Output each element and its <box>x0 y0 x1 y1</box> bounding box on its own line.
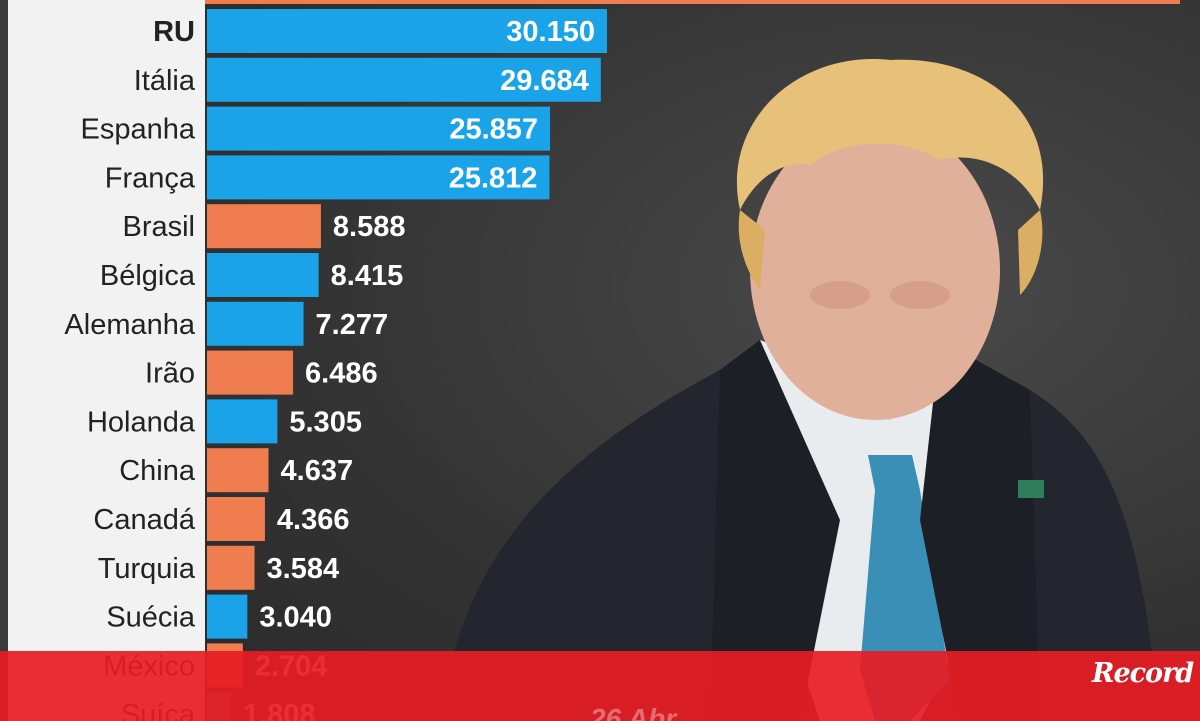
value-label: 30.150 <box>506 16 595 48</box>
top-accent-strip <box>205 0 1180 4</box>
bar-6 <box>207 301 304 346</box>
category-label: Itália <box>134 65 196 97</box>
value-label: 6.486 <box>305 358 378 390</box>
value-label: 3.584 <box>267 553 340 585</box>
value-label: 8.415 <box>331 260 404 292</box>
bar-2 <box>207 106 551 151</box>
bar-5 <box>207 253 319 297</box>
category-label: Bélgica <box>100 260 196 292</box>
category-label: RU <box>153 16 195 48</box>
record-logo: Record <box>1092 658 1194 689</box>
value-label: 3.040 <box>259 602 332 634</box>
bar-0 <box>207 9 607 53</box>
category-label: Turquia <box>98 553 196 585</box>
category-label: Espanha <box>81 114 196 146</box>
value-label: 7.277 <box>316 309 389 341</box>
footer-date: 26 Abr <box>590 703 677 721</box>
bar-10 <box>207 497 265 541</box>
value-label: 4.637 <box>281 455 354 487</box>
value-label: 4.366 <box>277 504 350 536</box>
category-label: Canadá <box>93 504 195 536</box>
bar-8 <box>207 399 278 444</box>
bar-11 <box>207 545 255 590</box>
bar-7 <box>207 350 294 395</box>
category-label: Suécia <box>106 602 196 634</box>
bar-4 <box>207 204 321 249</box>
label-panel <box>0 0 205 721</box>
category-label: Holanda <box>87 406 196 438</box>
category-label: França <box>105 162 196 194</box>
left-edge-strip <box>0 0 8 721</box>
value-label: 5.305 <box>289 406 362 438</box>
bar-12 <box>207 594 248 639</box>
category-label: Alemanha <box>64 309 195 341</box>
value-label: 25.812 <box>449 162 538 194</box>
value-label: 8.588 <box>333 211 406 243</box>
bar-9 <box>207 448 269 493</box>
category-label: Irão <box>145 358 195 390</box>
footer-band <box>0 651 1200 721</box>
category-label: China <box>119 455 196 487</box>
value-label: 29.684 <box>500 65 589 97</box>
bar-3 <box>207 155 550 200</box>
bar-1 <box>207 57 601 102</box>
category-label: Brasil <box>122 211 195 243</box>
value-label: 25.857 <box>449 114 538 146</box>
